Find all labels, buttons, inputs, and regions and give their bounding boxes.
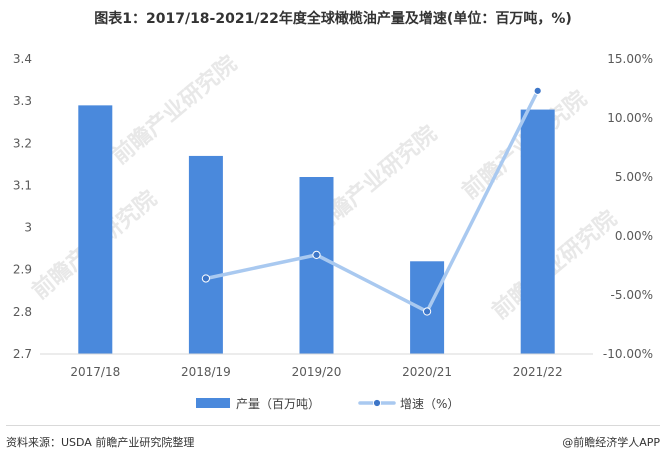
x-tick-label: 2020/21: [402, 365, 452, 379]
x-tick-label: 2017/18: [70, 365, 120, 379]
footer-divider: [6, 425, 660, 426]
legend-bar-label: 产量（百万吨）: [236, 397, 320, 411]
y-left-tick-label: 2.7: [13, 347, 32, 361]
legend-bar-swatch: [196, 398, 230, 408]
legend-line-marker: [372, 398, 382, 408]
y-left-tick-label: 3.3: [13, 94, 32, 108]
y-right-tick-label: 0.00%: [615, 229, 653, 243]
y-left-tick-label: 2.9: [13, 263, 32, 277]
y-right-tick-label: -10.00%: [603, 347, 653, 361]
y-left-tick-label: 3: [24, 221, 32, 235]
growth-point-2020/21: [423, 307, 432, 316]
growth-point-2021/22: [533, 86, 542, 95]
x-tick-label: 2018/19: [181, 365, 231, 379]
y-right-tick-label: 5.00%: [615, 170, 653, 184]
bar-2019/20: [299, 177, 334, 354]
growth-point-2019/20: [312, 250, 321, 259]
y-left-tick-label: 3.1: [13, 178, 32, 192]
source-note: 资料来源：USDA 前瞻产业研究院整理: [6, 436, 195, 449]
x-tick-label: 2021/22: [513, 365, 563, 379]
bar-2018/19: [188, 155, 223, 354]
bar-2017/18: [78, 105, 113, 354]
y-right-tick-label: 10.00%: [607, 111, 653, 125]
y-left-tick-label: 3.2: [13, 136, 32, 150]
growth-point-2018/19: [201, 274, 210, 283]
legend-line-label: 增速（%）: [400, 397, 459, 411]
growth-line: [204, 89, 540, 314]
y-right-tick-label: -5.00%: [611, 288, 653, 302]
y-right-tick-label: 15.00%: [607, 52, 653, 66]
y-left-tick-label: 3.4: [13, 52, 32, 66]
y-left-tick-label: 2.8: [13, 305, 32, 319]
credit-note: @前瞻经济学人APP: [562, 436, 660, 449]
watermark-0: 前瞻产业研究院: [107, 51, 242, 170]
chart-title: 图表1：2017/18-2021/22年度全球橄榄油产量及增速(单位：百万吨，%…: [94, 11, 572, 27]
bar-2021/22: [520, 109, 555, 354]
x-tick-label: 2019/20: [292, 365, 342, 379]
